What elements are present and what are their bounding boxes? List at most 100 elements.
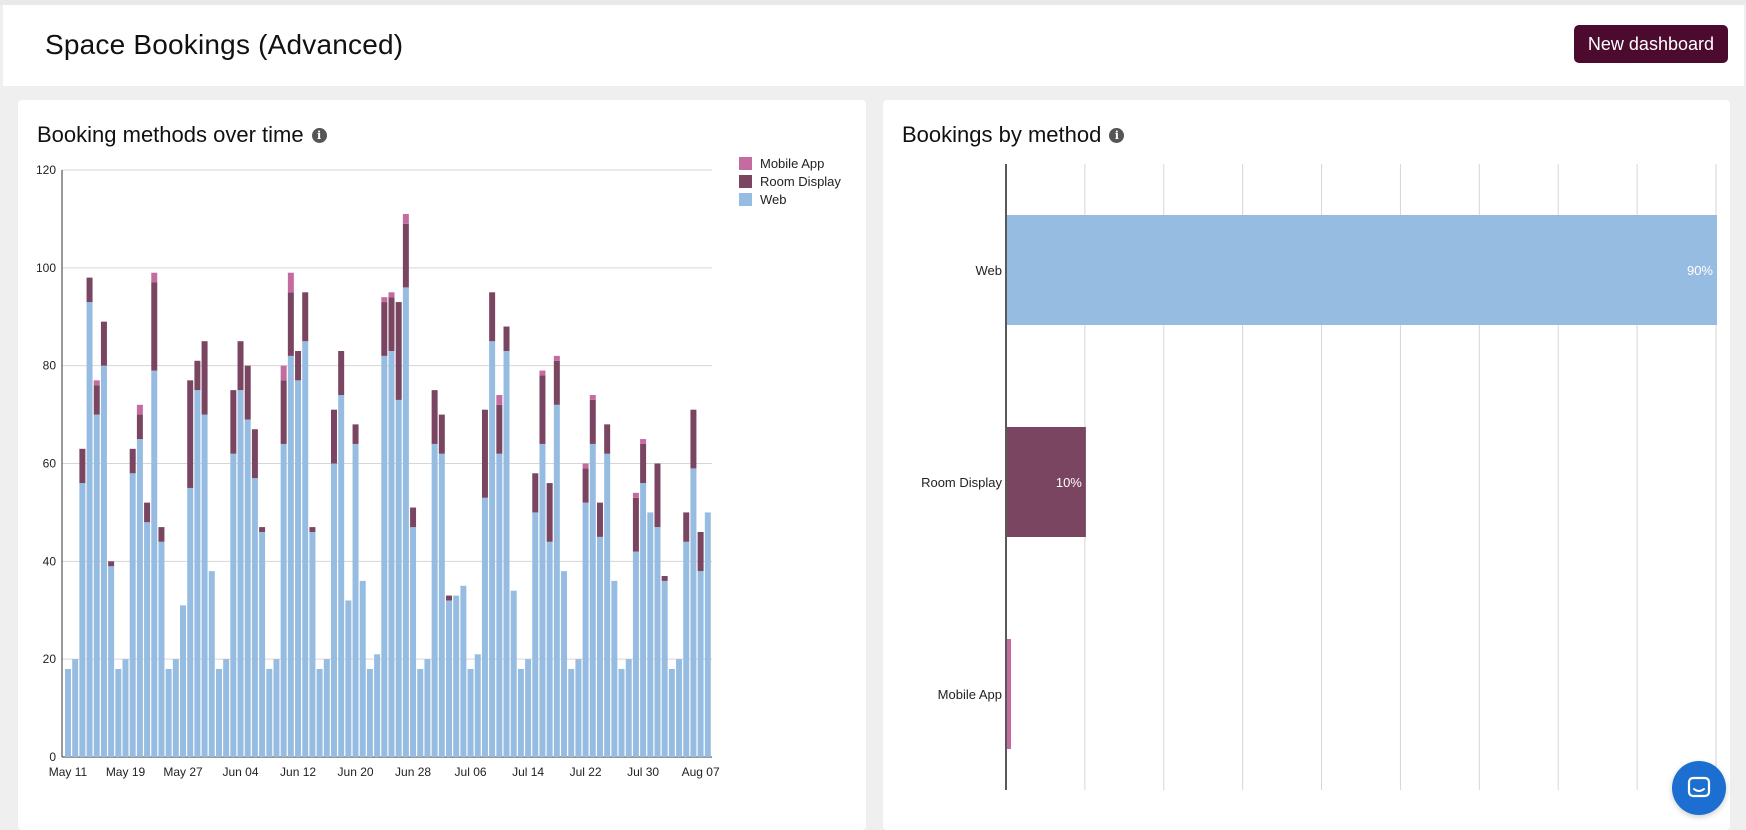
new-dashboard-button[interactable]: New dashboard	[1573, 25, 1728, 63]
x-tick-label: Aug 07	[682, 765, 720, 779]
bar-segment	[640, 483, 647, 757]
bar-segment	[654, 527, 661, 757]
bar-segment	[352, 443, 359, 757]
bar-segment	[388, 350, 395, 757]
bar-segment	[395, 399, 402, 757]
bar-segment	[295, 350, 302, 381]
x-tick-label: Jul 22	[570, 765, 602, 779]
bar	[1007, 215, 1717, 325]
bar-segment	[208, 571, 215, 757]
bar-segment	[589, 443, 596, 757]
bar-segment	[683, 512, 690, 542]
bar-segment	[381, 297, 388, 303]
bar-segment	[690, 409, 697, 469]
bar-segment	[589, 399, 596, 444]
bar-segment	[683, 541, 690, 757]
x-tick-label: Jun 04	[223, 765, 259, 779]
bar-segment	[129, 473, 136, 757]
bar-segment	[287, 292, 294, 356]
bar-segment	[503, 350, 510, 757]
bar-segment	[180, 605, 187, 757]
bar-segment	[366, 668, 373, 757]
bar-segment	[604, 424, 611, 454]
legend-swatch	[739, 175, 752, 188]
legend-label: Room Display	[760, 174, 841, 189]
data-label: 10%	[1056, 475, 1082, 490]
bar-segment	[108, 566, 115, 757]
bar-segment	[553, 404, 560, 757]
bar-segment	[187, 380, 194, 488]
bar-segment	[539, 370, 546, 376]
bar-segment	[431, 390, 438, 444]
bar-segment	[496, 453, 503, 757]
bar-segment	[546, 541, 553, 757]
bar-segment	[201, 414, 208, 757]
bar-segment	[690, 468, 697, 757]
bar-segment	[489, 341, 496, 757]
x-tick-label: May 11	[49, 765, 88, 779]
bar-segment	[596, 536, 603, 757]
bar-segment	[302, 292, 309, 342]
bar-segment	[280, 365, 287, 381]
bar-segment	[438, 453, 445, 757]
bar-segment	[460, 585, 467, 757]
bar-segment	[338, 350, 345, 396]
bar-segment	[553, 360, 560, 405]
bar-segment	[410, 507, 417, 528]
bar-segment	[215, 668, 222, 757]
bar	[1007, 427, 1086, 537]
bar-segment	[345, 600, 352, 757]
bar-segment	[553, 355, 560, 361]
bar-segment	[568, 668, 575, 757]
bar-segment	[596, 502, 603, 537]
bar-segment	[266, 668, 273, 757]
y-tick-label: 40	[43, 554, 57, 568]
bar-segment	[151, 282, 158, 371]
bar-segment	[323, 659, 330, 757]
chat-icon	[1687, 776, 1711, 798]
bar-segment	[273, 659, 280, 757]
bar-segment	[158, 527, 165, 542]
bar-segment	[503, 326, 510, 351]
bar-segment	[93, 414, 100, 757]
bar-segment	[676, 659, 683, 757]
bar-segment	[582, 502, 589, 757]
bar-segment	[438, 414, 445, 454]
page-header: Space Bookings (Advanced) New dashboard	[3, 5, 1744, 86]
bar-segment	[144, 522, 151, 757]
bar-segment	[72, 659, 79, 757]
info-icon[interactable]: i	[311, 127, 327, 143]
bar-segment	[86, 277, 93, 303]
bar-segment	[539, 375, 546, 444]
bar-segment	[280, 443, 287, 757]
legend-swatch	[739, 157, 752, 170]
y-tick-label: 80	[43, 359, 57, 373]
bar-segment	[388, 297, 395, 351]
bar-segment	[632, 497, 639, 552]
bar-segment	[647, 512, 654, 757]
bar-segment	[338, 395, 345, 757]
bar-segment	[618, 668, 625, 757]
bar-segment	[424, 659, 431, 757]
bar-segment	[474, 654, 481, 757]
bar-segment	[625, 659, 632, 757]
bar-segment	[352, 424, 359, 444]
x-tick-label: Jul 06	[455, 765, 487, 779]
category-label: Web	[976, 263, 1003, 278]
bar-segment	[402, 214, 409, 224]
bar-segment	[165, 668, 172, 757]
chat-launcher-button[interactable]	[1672, 761, 1726, 815]
bar-segment	[417, 668, 424, 757]
bar-segment	[611, 580, 618, 757]
bar-segment	[330, 409, 337, 464]
bar-segment	[108, 561, 115, 567]
bar-segment	[632, 492, 639, 498]
legend-label: Mobile App	[760, 156, 824, 171]
bar	[1007, 639, 1011, 749]
bar-segment	[525, 659, 532, 757]
bar-segment	[388, 292, 395, 298]
bar-segment	[230, 453, 237, 757]
x-tick-label: Jul 30	[627, 765, 659, 779]
bar-segment	[144, 502, 151, 523]
info-icon[interactable]: i	[1109, 127, 1125, 143]
